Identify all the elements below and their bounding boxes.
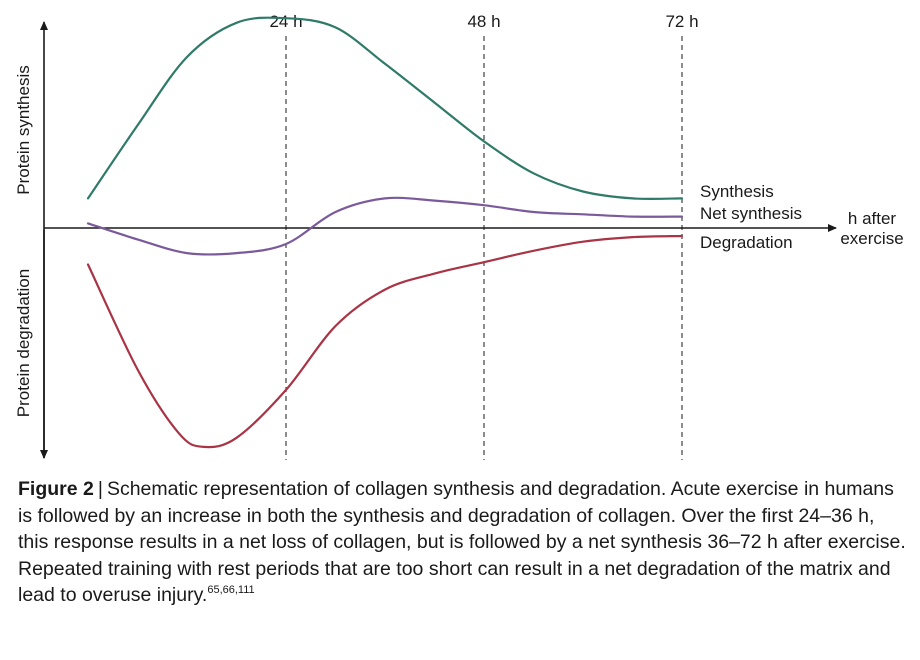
figure-caption: Figure 2 | Schematic representation of col… — [18, 476, 908, 609]
series-label-net-synthesis: Net synthesis — [700, 204, 802, 223]
x-tick-label-24h: 24 h — [269, 12, 302, 31]
series-label-synthesis: Synthesis — [700, 182, 774, 201]
caption-references: 65,66,111 — [207, 584, 255, 596]
series-line-degradation — [86, 234, 684, 449]
series-labels: Synthesis Net synthesis Degradation — [700, 182, 802, 252]
x-tick-label-72h: 72 h — [665, 12, 698, 31]
x-axis-label: h after exercise — [840, 209, 903, 248]
figure-label: Figure 2 — [18, 478, 94, 500]
y-axis-label-bottom: Protein degradation — [14, 269, 33, 417]
x-tick-labels: 24 h 48 h 72 h — [269, 12, 698, 31]
series-line-net-synthesis — [86, 196, 684, 256]
vertical-gridlines — [285, 36, 683, 460]
series-line-synthesis — [86, 16, 684, 200]
series-label-degradation: Degradation — [700, 233, 793, 252]
series-lines — [86, 16, 684, 449]
x-tick-label-48h: 48 h — [467, 12, 500, 31]
y-axis-label-top: Protein synthesis — [14, 65, 33, 194]
collagen-chart: 24 h 48 h 72 h Synthesis Net synthesis Degra… — [14, 12, 904, 460]
caption-text: Schematic representation of collagen syn… — [18, 478, 906, 606]
caption-separator: | — [97, 478, 103, 500]
